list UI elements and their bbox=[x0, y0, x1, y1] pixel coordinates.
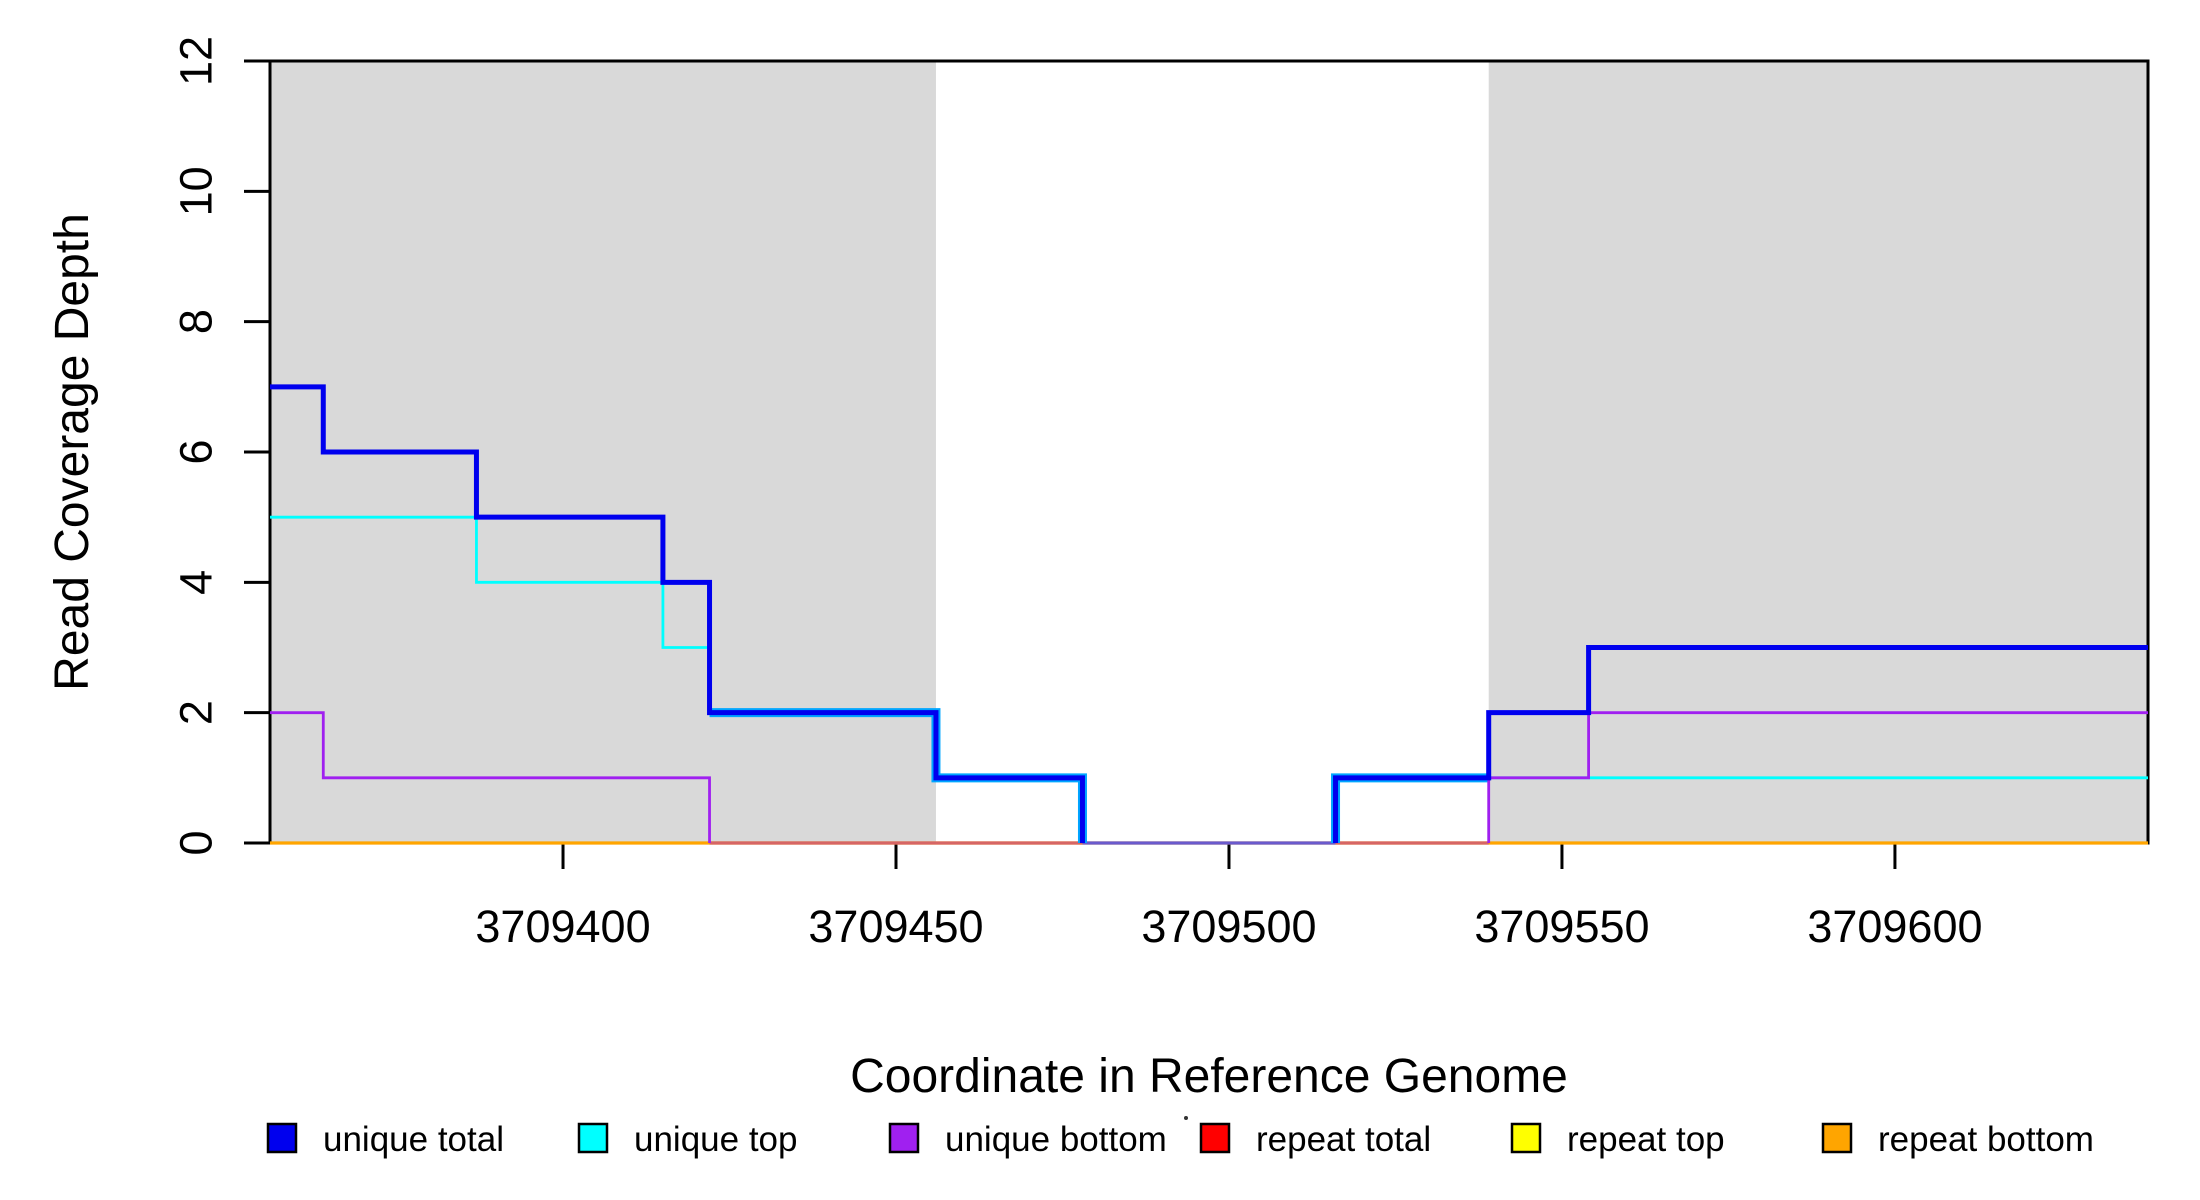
legend-item-repeat-total: repeat total bbox=[1199, 1120, 1431, 1159]
legend-swatch-unique-top bbox=[577, 1122, 609, 1154]
legend-swatch-unique-total bbox=[266, 1122, 298, 1154]
legend-item-repeat-top: repeat top bbox=[1510, 1120, 1725, 1159]
y-tick-label: 8 bbox=[171, 309, 222, 334]
y-tick-label: 4 bbox=[171, 570, 222, 595]
legend-swatch-repeat-total bbox=[1199, 1122, 1231, 1154]
legend-swatch-repeat-top bbox=[1510, 1122, 1542, 1154]
chart-root: 3709400 3709450 3709500 3709550 3709600 0 2 4 6 8… bbox=[171, 36, 2150, 1120]
legend-swatch-unique-bottom bbox=[888, 1122, 920, 1154]
legend-item-unique-total: unique total bbox=[266, 1120, 504, 1159]
legend-label-repeat-total: repeat total bbox=[1256, 1120, 1431, 1159]
legend-label-unique-total: unique total bbox=[323, 1120, 504, 1159]
legend-swatch-repeat-bottom bbox=[1821, 1122, 1853, 1154]
y-tick-label: 10 bbox=[171, 166, 222, 216]
legend-item-repeat-bottom: repeat bottom bbox=[1821, 1120, 2094, 1159]
y-tick-label: 0 bbox=[171, 830, 222, 855]
series-path-unique-bottom bbox=[270, 711, 2148, 843]
stray-dot bbox=[1184, 1116, 1188, 1120]
x-tick-label: 3709500 bbox=[1141, 901, 1316, 952]
legend-label-unique-bottom: unique bottom bbox=[945, 1120, 1167, 1159]
legend: unique total unique top unique bottom repea… bbox=[266, 1120, 2094, 1159]
x-tick-label: 3709600 bbox=[1807, 901, 1982, 952]
x-tick-label: 3709550 bbox=[1474, 901, 1649, 952]
y-tick-label: 2 bbox=[171, 700, 222, 725]
legend-item-unique-bottom: unique bottom bbox=[888, 1120, 1167, 1159]
legend-item-unique-top: unique top bbox=[577, 1120, 797, 1159]
series-path-unique-total bbox=[270, 384, 2148, 843]
y-tick-label: 12 bbox=[171, 36, 222, 86]
y-axis-title: Read Coverage Depth bbox=[46, 213, 99, 691]
x-axis-title: Coordinate in Reference Genome bbox=[850, 1050, 1568, 1103]
x-tick-label: 3709450 bbox=[808, 901, 983, 952]
legend-label-unique-top: unique top bbox=[634, 1120, 797, 1159]
legend-label-repeat-bottom: repeat bottom bbox=[1878, 1120, 2094, 1159]
y-tick-label: 6 bbox=[171, 439, 222, 464]
legend-label-repeat-top: repeat top bbox=[1567, 1120, 1725, 1159]
x-tick-label: 3709400 bbox=[475, 901, 650, 952]
